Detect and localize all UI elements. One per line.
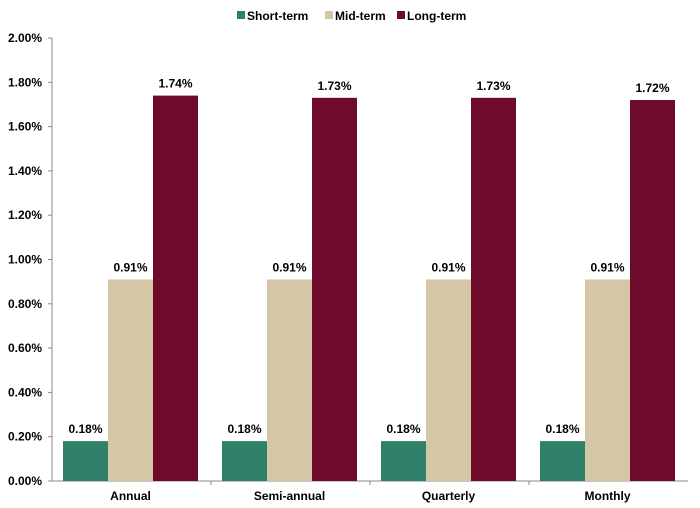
legend-item: Mid-term: [325, 9, 386, 23]
category-group: 0.18% 0.91% 1.74% Annual: [63, 77, 198, 503]
legend-label: Long-term: [407, 9, 466, 23]
bars: 0.18% 0.91% 1.74% Annual 0.18% 0.91% 1.73% Semi…: [63, 77, 675, 503]
data-label: 1.74%: [158, 77, 192, 91]
bar: [540, 441, 585, 481]
bar: [381, 441, 426, 481]
y-tick-label: 0.80%: [8, 297, 42, 311]
legend-label: Mid-term: [335, 9, 386, 23]
legend-item: Long-term: [397, 9, 466, 23]
bar: [630, 100, 675, 482]
bar: [312, 97, 357, 482]
bar: [63, 441, 108, 481]
legend-swatch: [325, 11, 333, 19]
y-tick-label: 0.00%: [8, 474, 42, 488]
y-tick-label: 0.60%: [8, 341, 42, 355]
data-label: 0.91%: [590, 260, 624, 274]
x-tick-label: Semi-annual: [254, 489, 325, 503]
x-tick-label: Quarterly: [422, 489, 476, 503]
y-tick-label: 1.40%: [8, 164, 42, 178]
data-label: 1.73%: [317, 79, 351, 93]
data-label: 1.72%: [635, 81, 669, 95]
bar: [267, 279, 312, 481]
data-label: 0.91%: [431, 260, 465, 274]
data-label: 0.18%: [68, 422, 102, 436]
y-tick-label: 1.00%: [8, 253, 42, 267]
category-group: 0.18% 0.91% 1.73% Quarterly: [381, 79, 516, 503]
data-label: 0.18%: [386, 422, 420, 436]
y-axis-ticks: 0.00% 0.20% 0.40% 0.60% 0.80% 1.00% 1.20% 1.40%…: [8, 31, 52, 488]
data-label: 0.91%: [272, 260, 306, 274]
legend-swatch: [397, 11, 405, 19]
legend-label: Short-term: [247, 9, 308, 23]
x-tick-label: Monthly: [585, 489, 631, 503]
category-group: 0.18% 0.91% 1.72% Monthly: [540, 81, 675, 503]
bar: [222, 441, 267, 481]
bar: [585, 279, 630, 481]
legend-item: Short-term: [237, 9, 308, 23]
bar: [108, 279, 153, 481]
y-tick-label: 1.20%: [8, 208, 42, 222]
y-tick-label: 0.20%: [8, 430, 42, 444]
data-label: 0.18%: [227, 422, 261, 436]
data-label: 0.18%: [545, 422, 579, 436]
legend: Short-term Mid-term Long-term: [237, 9, 466, 23]
bar: [426, 279, 471, 481]
legend-swatch: [237, 11, 245, 19]
x-tick-label: Annual: [110, 489, 151, 503]
data-label: 1.73%: [476, 79, 510, 93]
data-label: 0.91%: [113, 260, 147, 274]
y-tick-label: 1.60%: [8, 120, 42, 134]
bar: [471, 97, 516, 482]
y-tick-label: 0.40%: [8, 385, 42, 399]
category-group: 0.18% 0.91% 1.73% Semi-annual: [222, 79, 357, 503]
bar: [153, 95, 198, 481]
y-tick-label: 1.80%: [8, 75, 42, 89]
y-tick-label: 2.00%: [8, 31, 42, 45]
